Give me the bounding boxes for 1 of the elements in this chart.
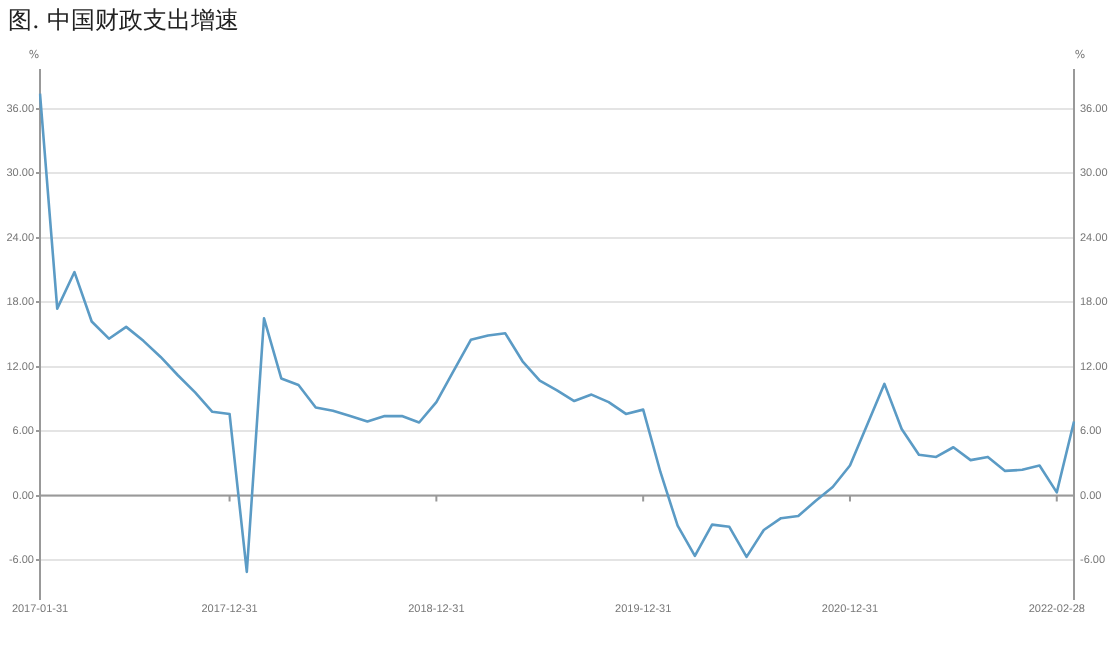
chart-title: 图. 中国财政支出增速 (8, 4, 240, 38)
